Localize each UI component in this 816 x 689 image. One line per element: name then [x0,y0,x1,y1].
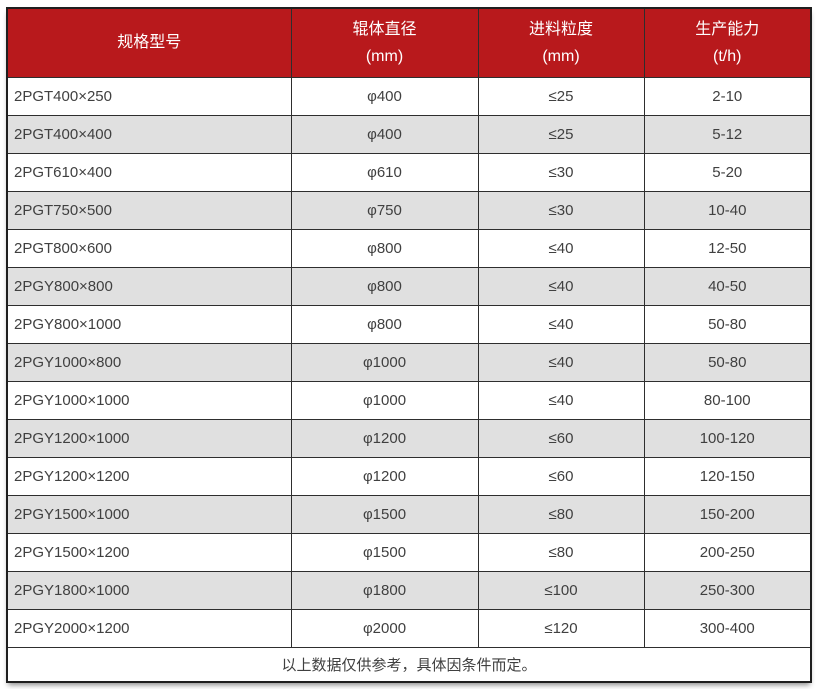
table-cell-feed-size: ≤40 [477,380,645,420]
table-row: 2PGT400×250 φ400 ≤25 2-10 [6,76,812,116]
table-cell-roller-diameter: φ800 [290,228,479,268]
table-cell-capacity: 10-40 [643,190,812,230]
column-header-feed-size-label: 进料粒度 [528,20,593,38]
table-cell-roller-diameter: φ1000 [290,380,479,420]
table-cell-model: 2PGY1800×1000 [6,570,292,610]
column-header-feed-size: 进料粒度 (mm) [477,7,645,78]
table-row: 2PGY1200×1200 φ1200 ≤60 120-150 [6,456,812,496]
table-row: 2PGY1000×800 φ1000 ≤40 50-80 [6,342,812,382]
table-cell-feed-size: ≤80 [477,494,645,534]
table-cell-roller-diameter: φ800 [290,266,479,306]
column-header-model-label: 规格型号 [117,34,182,52]
table-cell-feed-size: ≤25 [477,76,645,116]
table-row: 2PGY800×800 φ800 ≤40 40-50 [6,266,812,306]
table-cell-capacity: 2-10 [643,76,812,116]
table-cell-feed-size: ≤40 [477,228,645,268]
table-row: 2PGY1000×1000 φ1000 ≤40 80-100 [6,380,812,420]
table-cell-capacity: 250-300 [643,570,812,610]
table-row: 2PGY1500×1200 φ1500 ≤80 200-250 [6,532,812,572]
table-cell-feed-size: ≤60 [477,456,645,496]
table-cell-capacity: 5-20 [643,152,812,192]
table-cell-model: 2PGY1500×1200 [6,532,292,572]
footer-note: 以上数据仅供参考，具体因条件而定。 [6,646,812,683]
table-cell-feed-size: ≤30 [477,190,645,230]
table-cell-roller-diameter: φ400 [290,114,479,154]
table-row: 2PGT750×500 φ750 ≤30 10-40 [6,190,812,230]
table-cell-roller-diameter: φ2000 [290,608,479,648]
table-cell-feed-size: ≤60 [477,418,645,458]
table-cell-capacity: 200-250 [643,532,812,572]
table-cell-capacity: 300-400 [643,608,812,648]
header-row: 规格型号 辊体直径 (mm) 进料粒度 (mm) 生产能力 (t/h) [6,7,812,78]
table-cell-feed-size: ≤40 [477,342,645,382]
table-cell-roller-diameter: φ1500 [290,494,479,534]
table-cell-capacity: 40-50 [643,266,812,306]
spec-table: 规格型号 辊体直径 (mm) 进料粒度 (mm) 生产能力 (t/h) 2PGT… [6,7,812,683]
table-row: 2PGY1500×1000 φ1500 ≤80 150-200 [6,494,812,534]
table-cell-model: 2PGY2000×1200 [6,608,292,648]
column-header-roller-diameter: 辊体直径 (mm) [290,7,479,78]
table-cell-model: 2PGY1200×1200 [6,456,292,496]
table-cell-roller-diameter: φ1800 [290,570,479,610]
table-cell-model: 2PGY1500×1000 [6,494,292,534]
spec-table-body: 2PGT400×250 φ400 ≤25 2-10 2PGT400×400 φ4… [6,76,812,648]
table-cell-capacity: 150-200 [643,494,812,534]
column-header-roller-diameter-unit: (mm) [365,47,404,65]
footer-row: 以上数据仅供参考，具体因条件而定。 [6,646,812,683]
table-cell-feed-size: ≤80 [477,532,645,572]
table-cell-model: 2PGT800×600 [6,228,292,268]
table-cell-capacity: 120-150 [643,456,812,496]
table-row: 2PGY800×1000 φ800 ≤40 50-80 [6,304,812,344]
column-header-capacity: 生产能力 (t/h) [643,7,812,78]
table-cell-capacity: 5-12 [643,114,812,154]
table-cell-roller-diameter: φ610 [290,152,479,192]
table-cell-roller-diameter: φ1200 [290,456,479,496]
table-row: 2PGT400×400 φ400 ≤25 5-12 [6,114,812,154]
table-cell-capacity: 50-80 [643,304,812,344]
table-cell-model: 2PGY800×1000 [6,304,292,344]
column-header-capacity-label: 生产能力 [695,20,760,38]
table-cell-roller-diameter: φ1200 [290,418,479,458]
table-cell-model: 2PGT400×400 [6,114,292,154]
table-row: 2PGT610×400 φ610 ≤30 5-20 [6,152,812,192]
table-row: 2PGY1800×1000 φ1800 ≤100 250-300 [6,570,812,610]
table-cell-model: 2PGY800×800 [6,266,292,306]
table-cell-capacity: 80-100 [643,380,812,420]
table-row: 2PGT800×600 φ800 ≤40 12-50 [6,228,812,268]
spec-table-footer: 以上数据仅供参考，具体因条件而定。 [6,646,812,683]
column-header-feed-size-unit: (mm) [542,47,580,65]
table-cell-model: 2PGT750×500 [6,190,292,230]
table-cell-model: 2PGY1200×1000 [6,418,292,458]
table-cell-capacity: 50-80 [643,342,812,382]
table-cell-roller-diameter: φ400 [290,76,479,116]
table-cell-roller-diameter: φ750 [290,190,479,230]
column-header-roller-diameter-label: 辊体直径 [352,20,417,38]
table-cell-feed-size: ≤120 [477,608,645,648]
column-header-model: 规格型号 [6,7,292,78]
table-cell-feed-size: ≤40 [477,266,645,306]
table-row: 2PGY2000×1200 φ2000 ≤120 300-400 [6,608,812,648]
table-cell-capacity: 12-50 [643,228,812,268]
table-cell-roller-diameter: φ800 [290,304,479,344]
table-cell-feed-size: ≤40 [477,304,645,344]
table-cell-feed-size: ≤100 [477,570,645,610]
table-cell-model: 2PGT400×250 [6,76,292,116]
table-cell-feed-size: ≤30 [477,152,645,192]
table-cell-model: 2PGY1000×800 [6,342,292,382]
column-header-capacity-unit: (t/h) [713,47,742,65]
table-cell-model: 2PGT610×400 [6,152,292,192]
table-row: 2PGY1200×1000 φ1200 ≤60 100-120 [6,418,812,458]
table-cell-roller-diameter: φ1500 [290,532,479,572]
table-cell-feed-size: ≤25 [477,114,645,154]
table-cell-model: 2PGY1000×1000 [6,380,292,420]
spec-table-header: 规格型号 辊体直径 (mm) 进料粒度 (mm) 生产能力 (t/h) [6,7,812,78]
table-cell-capacity: 100-120 [643,418,812,458]
table-cell-roller-diameter: φ1000 [290,342,479,382]
